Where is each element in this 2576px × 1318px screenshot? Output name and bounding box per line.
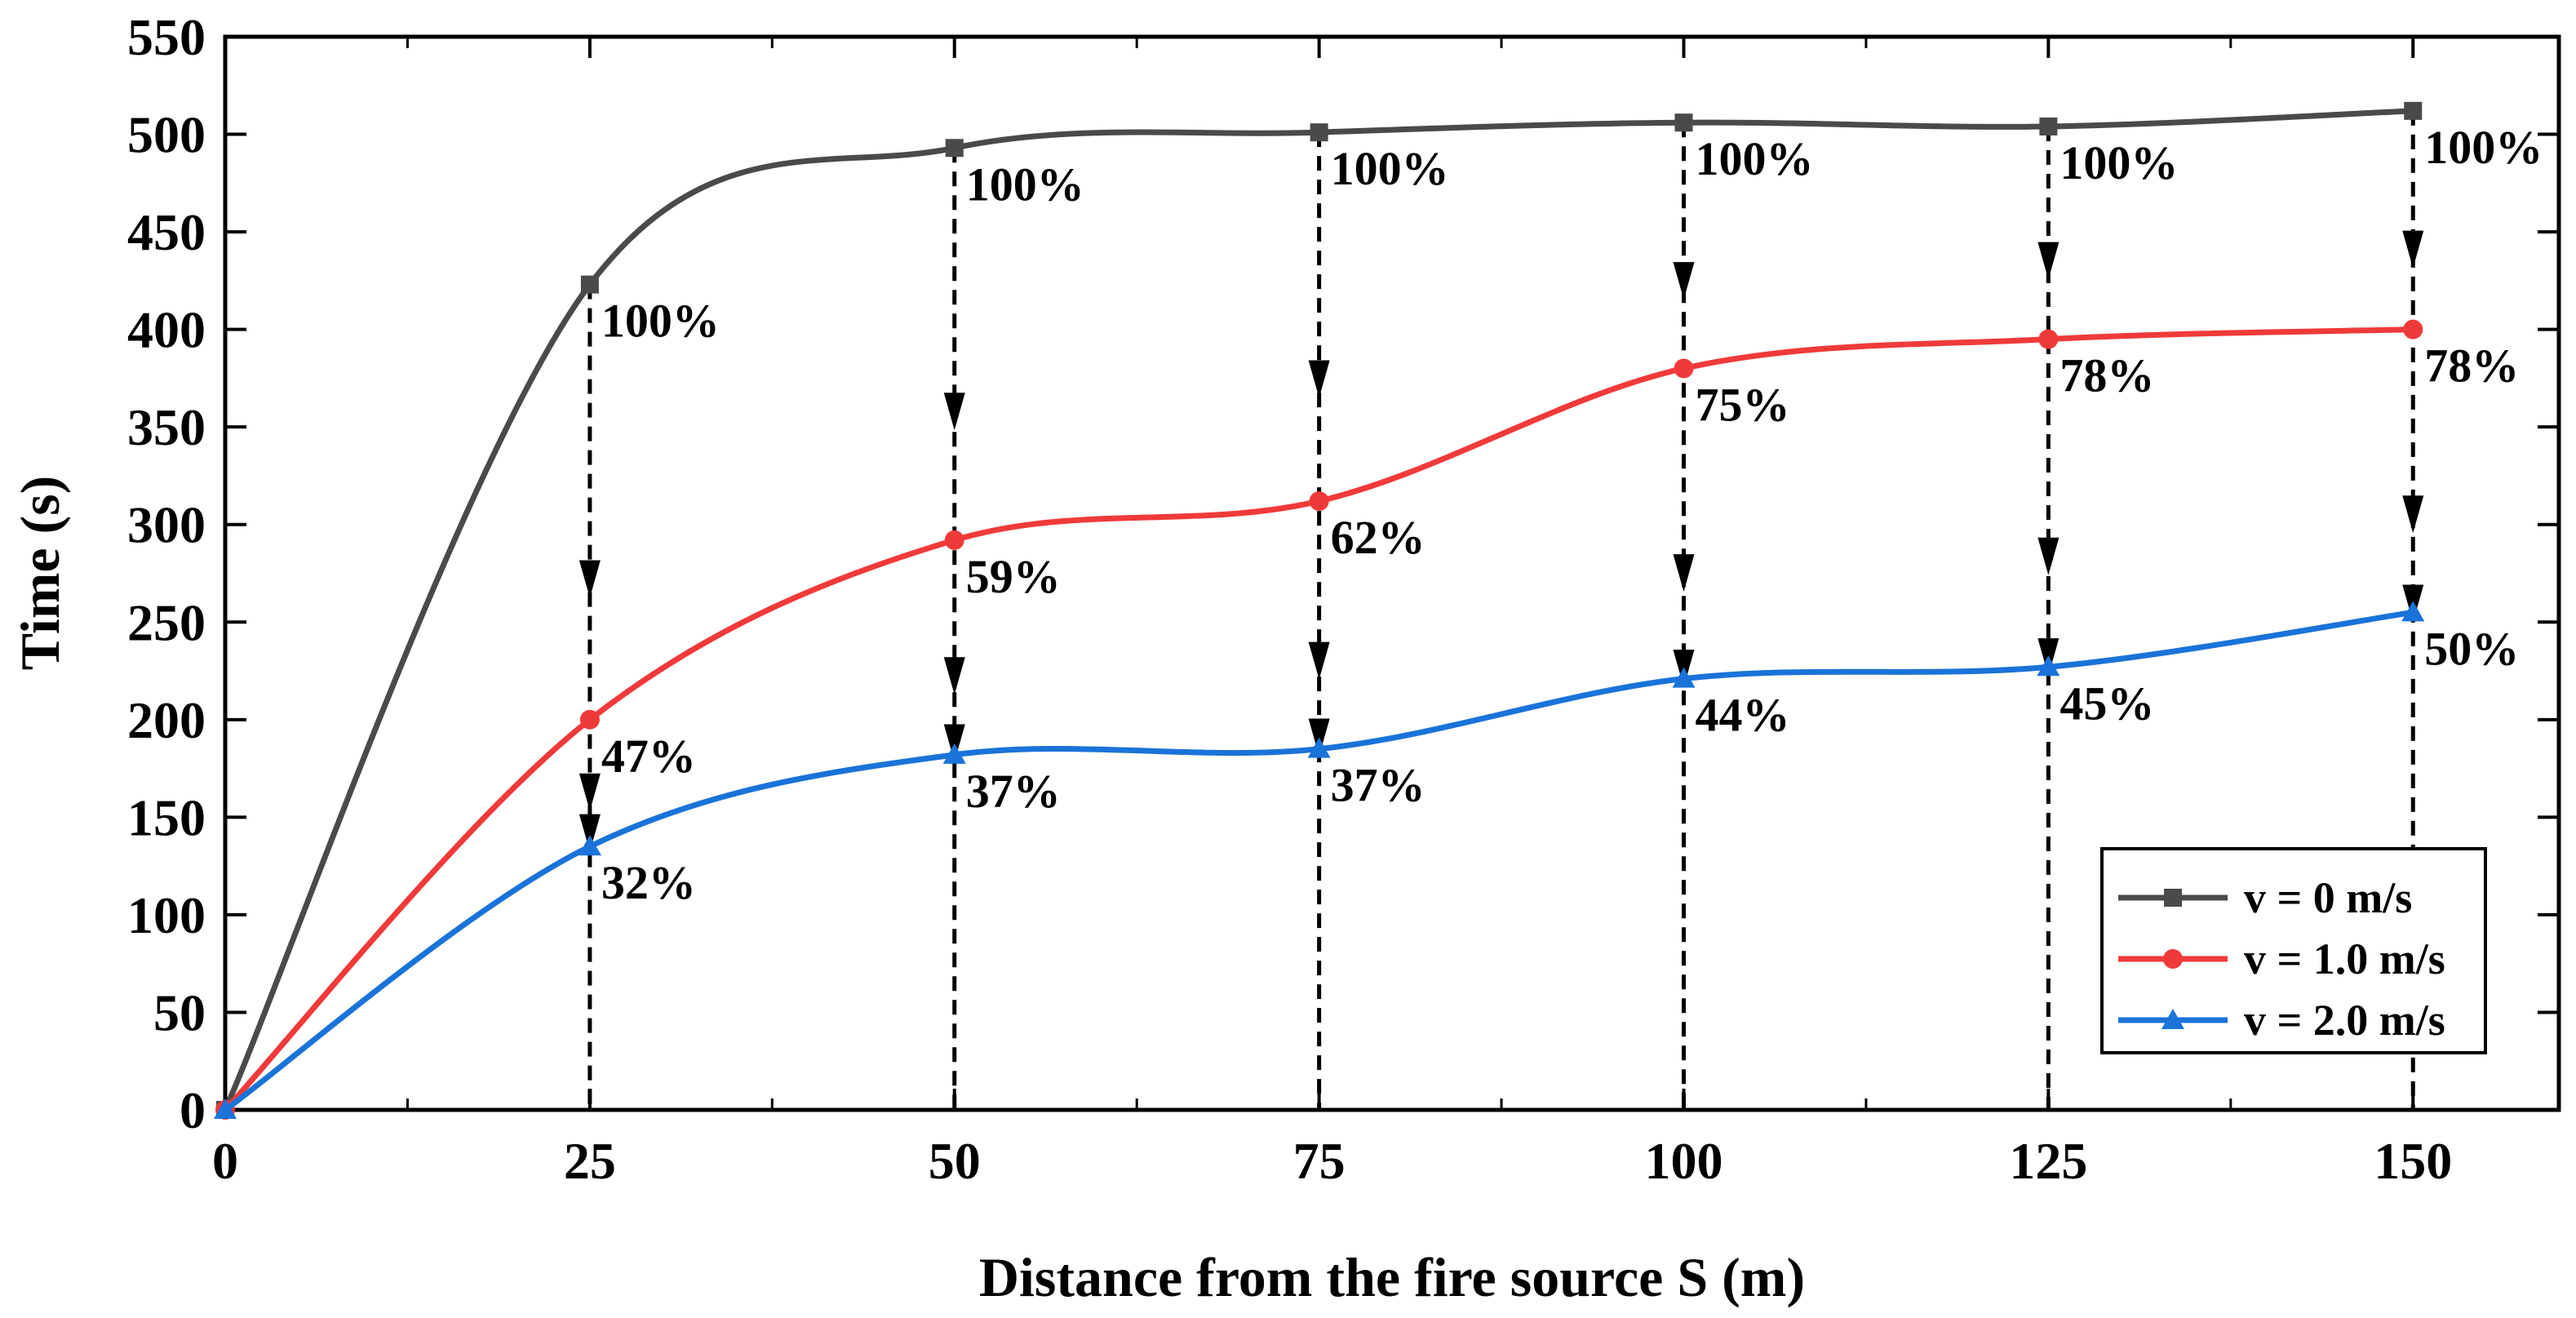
y-tick-label: 0 bbox=[180, 1081, 206, 1139]
arrowhead-down bbox=[1673, 554, 1695, 592]
arrowhead-down bbox=[1308, 641, 1330, 680]
percent-label: 100% bbox=[1331, 142, 1449, 195]
percent-label: 47% bbox=[601, 730, 696, 783]
arrowhead-down bbox=[1308, 718, 1330, 757]
data-point bbox=[1310, 123, 1328, 142]
arrowhead-down bbox=[2037, 242, 2059, 280]
percent-label: 100% bbox=[2059, 136, 2178, 189]
series-lines bbox=[214, 101, 2425, 1120]
percent-label: 50% bbox=[2424, 622, 2519, 675]
data-point bbox=[945, 139, 964, 158]
arrowhead-down bbox=[579, 560, 601, 598]
x-tick-label: 100 bbox=[1645, 1132, 1723, 1190]
arrowhead-down bbox=[943, 393, 965, 431]
arrowhead-down bbox=[579, 773, 601, 811]
plot-frame bbox=[223, 34, 2561, 1112]
data-point bbox=[944, 530, 964, 550]
legend-marker bbox=[2161, 1009, 2184, 1029]
y-tick-label: 300 bbox=[127, 496, 206, 554]
y-tick-label: 350 bbox=[127, 398, 206, 456]
x-tick-label: 50 bbox=[929, 1132, 981, 1190]
percent-label: 32% bbox=[601, 856, 696, 909]
percent-label: 59% bbox=[966, 550, 1061, 603]
percent-label: 37% bbox=[966, 765, 1061, 818]
y-tick-label: 200 bbox=[127, 691, 206, 749]
data-point bbox=[2038, 329, 2059, 349]
percent-label: 78% bbox=[2424, 339, 2519, 393]
percent-label: 100% bbox=[1696, 132, 1814, 185]
percent-label: 62% bbox=[1331, 511, 1425, 564]
series-line-0 bbox=[222, 108, 2416, 1113]
percent-label: 100% bbox=[966, 158, 1084, 211]
axis-ticks: 0 25 50 75 100 125 150 0 50 100 150 200 250 300 350 400… bbox=[127, 8, 2559, 1190]
legend-label: v = 2.0 m/s bbox=[2244, 996, 2445, 1045]
data-point bbox=[2401, 601, 2425, 622]
data-point bbox=[1307, 737, 1331, 758]
percent-label: 100% bbox=[2424, 121, 2543, 174]
x-tick-label: 25 bbox=[564, 1132, 616, 1190]
y-tick-label: 450 bbox=[127, 203, 206, 261]
data-point bbox=[1674, 358, 1694, 379]
arrowhead-down bbox=[579, 814, 601, 852]
arrowhead-down bbox=[2402, 495, 2424, 534]
percent-label: 75% bbox=[1696, 378, 1790, 431]
y-axis-title: Time (s) bbox=[9, 476, 71, 671]
x-tick-label: 150 bbox=[2374, 1132, 2452, 1190]
legend-label: v = 0 m/s bbox=[2244, 873, 2412, 922]
y-tick-label: 550 bbox=[127, 8, 206, 66]
data-point bbox=[2039, 117, 2058, 135]
arrowhead-down bbox=[943, 724, 965, 762]
data-point bbox=[580, 275, 599, 294]
arrowhead-down bbox=[943, 657, 965, 695]
percent-label: 44% bbox=[1696, 689, 1790, 742]
legend: v = 0 m/s v = 1.0 m/s v = 2.0 m/s bbox=[2100, 847, 2487, 1054]
percent-label: 45% bbox=[2059, 677, 2154, 730]
percent-label: 78% bbox=[2059, 349, 2154, 402]
data-point bbox=[2404, 101, 2423, 120]
arrowhead-down bbox=[1308, 360, 1330, 398]
y-tick-label: 400 bbox=[127, 301, 206, 359]
y-tick-label: 250 bbox=[127, 593, 206, 651]
legend-label: v = 1.0 m/s bbox=[2244, 934, 2445, 983]
x-tick-label: 0 bbox=[212, 1132, 238, 1190]
x-axis-title: Distance from the fire source S (m) bbox=[979, 1246, 1805, 1308]
data-point bbox=[579, 709, 600, 730]
data-point bbox=[214, 1098, 237, 1119]
data-point bbox=[1309, 491, 1329, 512]
y-tick-label: 50 bbox=[153, 983, 206, 1041]
data-point bbox=[942, 743, 966, 764]
arrowhead-down bbox=[1673, 262, 1695, 300]
y-tick-label: 100 bbox=[127, 886, 206, 944]
x-tick-label: 125 bbox=[2009, 1132, 2087, 1190]
percent-label: 37% bbox=[1331, 759, 1425, 812]
dashed-arrows bbox=[579, 110, 2424, 1110]
data-point bbox=[2403, 319, 2423, 339]
legend-marker bbox=[2163, 949, 2183, 969]
data-point bbox=[1672, 667, 1696, 688]
percent-labels: 100% 100% 100% 100% 100% 100% 47% 59% 62% 75% 78% 7… bbox=[601, 121, 2543, 909]
y-tick-label: 150 bbox=[127, 788, 206, 846]
legend-marker bbox=[2164, 889, 2182, 907]
data-point bbox=[578, 835, 601, 856]
arrowhead-down bbox=[2402, 230, 2424, 268]
data-point bbox=[2037, 655, 2060, 677]
y-tick-label: 500 bbox=[127, 106, 206, 164]
data-point bbox=[1674, 113, 1693, 132]
arrowhead-down bbox=[2037, 537, 2059, 575]
percent-label: 100% bbox=[601, 295, 720, 348]
x-tick-label: 75 bbox=[1293, 1132, 1346, 1190]
